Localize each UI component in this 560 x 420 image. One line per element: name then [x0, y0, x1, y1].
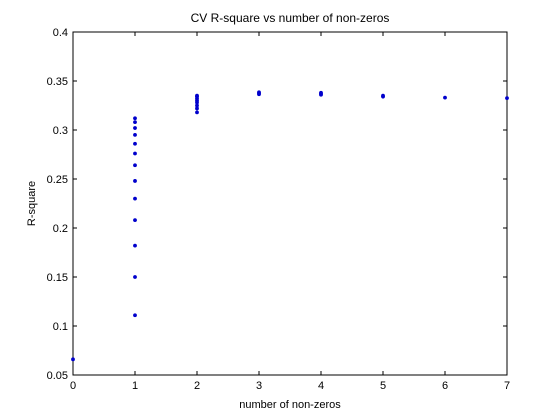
data-point	[195, 106, 199, 111]
y-tick-label: 0.15	[47, 272, 68, 284]
data-point	[195, 93, 199, 98]
y-tick-label: 0.25	[47, 174, 68, 186]
data-point	[319, 90, 323, 95]
data-point	[505, 96, 509, 101]
y-tick-label: 0.2	[53, 223, 68, 235]
data-point	[133, 243, 137, 248]
plot-area	[72, 31, 508, 376]
x-ticks: 0 1 2 3 4 5 6 7	[70, 32, 510, 392]
data-point	[133, 120, 137, 125]
x-tick-label: 0	[70, 380, 76, 392]
data-point	[133, 163, 137, 168]
y-ticks: 0.05 0.1 0.15 0.2 0.25 0.3 0.35 0.4	[47, 27, 507, 382]
y-tick-label: 0.1	[53, 321, 68, 333]
y-tick-label: 0.4	[53, 27, 68, 39]
data-point	[71, 357, 75, 362]
data-point	[133, 275, 137, 279]
data-point	[133, 126, 137, 130]
data-point	[195, 110, 199, 115]
x-tick-label: 1	[132, 380, 138, 392]
y-tick-label: 0.3	[53, 125, 68, 137]
data-point	[257, 90, 261, 95]
y-tick-label: 0.05	[47, 370, 68, 382]
x-axis-label: number of non-zeros	[239, 399, 341, 411]
x-tick-label: 7	[504, 380, 510, 392]
data-points	[71, 90, 509, 362]
y-axis-label: R-square	[26, 181, 38, 226]
data-point	[133, 218, 137, 223]
data-point	[133, 151, 137, 156]
data-point	[133, 116, 137, 121]
data-point	[133, 196, 137, 201]
x-tick-label: 5	[380, 380, 386, 392]
data-point	[443, 95, 447, 100]
x-tick-label: 6	[442, 380, 448, 392]
data-point	[133, 133, 137, 137]
data-point	[133, 179, 137, 183]
chart-title: CV R-square vs number of non-zeros	[191, 11, 390, 25]
x-tick-label: 3	[256, 380, 262, 392]
x-tick-label: 4	[318, 380, 324, 392]
data-point	[381, 93, 385, 98]
data-point	[133, 141, 137, 146]
y-tick-label: 0.35	[47, 76, 68, 88]
data-point	[195, 103, 199, 108]
x-tick-label: 2	[194, 380, 200, 392]
data-point	[133, 313, 137, 318]
